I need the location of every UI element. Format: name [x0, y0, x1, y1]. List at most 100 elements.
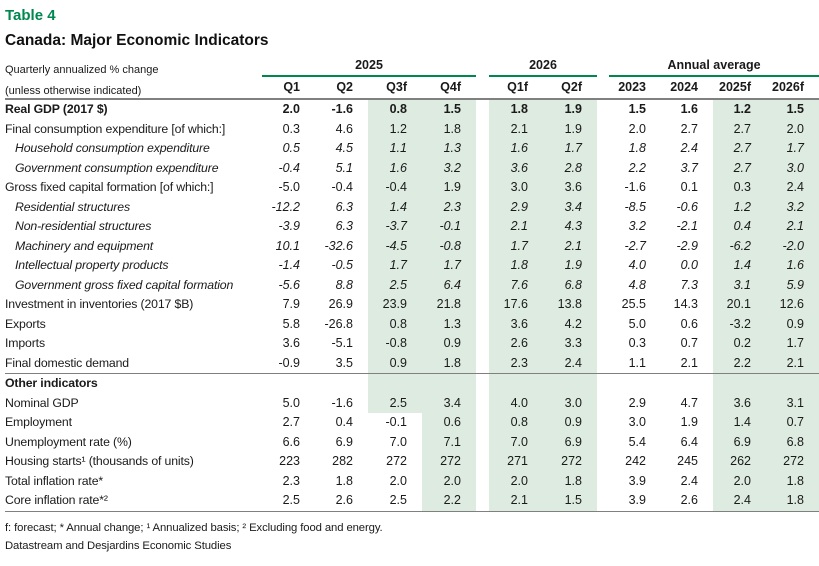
cell-value: 3.4: [543, 197, 597, 217]
column-gutter: [597, 120, 609, 140]
cell-value: 2.3: [282, 473, 300, 488]
column-gutter: [597, 374, 609, 394]
column-gutter: [597, 217, 609, 237]
cell-value: 1.3: [422, 314, 476, 334]
cell-value: 3.0: [766, 158, 819, 178]
column-gutter: [597, 491, 609, 511]
cell-value: -0.1: [422, 217, 476, 237]
cell-value: 1.6: [766, 256, 819, 276]
cell-value: 1.7: [543, 139, 597, 159]
cell-value: 0.6: [680, 316, 698, 331]
cell-value: 223: [279, 454, 300, 468]
cell-value: 1.7: [766, 334, 819, 354]
group-header-2025: 2025: [262, 57, 476, 77]
column-gutter: [597, 334, 609, 354]
cell-value: 1.9: [422, 178, 476, 198]
cell-value: 4.2: [543, 314, 597, 334]
cell-value: 1.8: [422, 353, 476, 373]
table-row: Housing starts¹ (thousands of units) 223 2…: [5, 452, 819, 472]
row-label: Non-residential structures: [15, 219, 152, 233]
cell-value: 3.2: [422, 158, 476, 178]
cell-value: 2.6: [335, 493, 353, 507]
cell-value: 0.3: [628, 336, 646, 350]
column-gutter: [476, 100, 489, 120]
cell-value: -3.9: [278, 219, 300, 233]
cell-value: 3.6: [282, 336, 300, 350]
cell-value: 0.9: [422, 334, 476, 354]
cell-value: 6.8: [543, 275, 597, 295]
cell-value: 3.6: [713, 393, 766, 413]
cell-value: 4.0: [489, 393, 543, 413]
cell-value: -1.6: [331, 102, 353, 116]
column-gutter: [476, 413, 489, 433]
cell-value: 1.6: [680, 102, 698, 116]
cell-value: 6.9: [713, 432, 766, 452]
row-label: Machinery and equipment: [15, 238, 154, 253]
cell-value: 21.8: [422, 295, 476, 315]
cell-value: -0.8: [422, 236, 476, 256]
cell-value: 3.9: [628, 493, 646, 507]
row-label: Employment: [5, 415, 72, 429]
column-gutter: [476, 295, 489, 315]
table-header: Quarterly annualized % change 2025 2026 …: [5, 57, 819, 100]
cell-value: 4.3: [543, 217, 597, 237]
group-header-annual-average: Annual average: [609, 57, 819, 77]
cell-value: 4.5: [335, 141, 353, 155]
section-header-row: Other indicators: [5, 373, 819, 394]
cell-value: 3.3: [543, 334, 597, 354]
column-gutter: [597, 413, 609, 433]
cell-value: 1.9: [543, 256, 597, 276]
cell-value: 1.8: [489, 256, 543, 276]
cell-value: 2.9: [489, 197, 543, 217]
cell-value: 1.2: [368, 119, 422, 139]
table-row: Investment in inventories (2017 $B) 7.9 26…: [5, 295, 819, 315]
cell-value: 13.8: [543, 295, 597, 315]
cell-value: 1.8: [766, 491, 819, 511]
cell-value: 0.2: [713, 334, 766, 354]
cell-value: -2.7: [624, 238, 646, 253]
cell-value: 1.5: [543, 491, 597, 511]
cell-value: 262: [713, 452, 766, 472]
cell-value: 2.1: [489, 119, 543, 139]
cell-value: -1.6: [331, 395, 353, 410]
table-row: Final domestic demand -0.9 3.5 0.9 1.8 2.3 2.4…: [5, 353, 819, 373]
col-header-2024: 2024: [670, 80, 698, 94]
table-number: Table 4: [5, 7, 56, 24]
row-label: Real GDP (2017 $): [5, 102, 108, 116]
cell-value: 1.5: [422, 100, 476, 120]
table-row: Residential structures -12.2 6.3 1.4 2.3 2.9 3…: [5, 197, 819, 217]
cell-value: 2.4: [680, 141, 698, 155]
row-label: Final consumption expenditure [of which:…: [5, 121, 226, 136]
cell-value: 4.7: [680, 395, 698, 410]
cell-value: 7.6: [489, 275, 543, 295]
cell-value: 2.3: [489, 353, 543, 373]
table-row: Intellectual property products -1.4 -0.5 1.…: [5, 256, 819, 276]
cell-value: 2.6: [680, 493, 698, 507]
row-label: Core inflation rate*²: [5, 493, 108, 507]
table-row: Final consumption expenditure [of which:…: [5, 119, 819, 140]
column-gutter: [476, 178, 489, 198]
column-gutter: [476, 217, 489, 237]
cell-value: 2.5: [389, 493, 407, 507]
cell-value: 7.9: [282, 297, 300, 311]
cell-value: 1.3: [422, 139, 476, 159]
cell-value: 1.7: [489, 236, 543, 256]
cell-value: 5.0: [282, 395, 300, 410]
cell-value: -26.8: [324, 316, 354, 331]
table-row: Exports 5.8 -26.8 0.8 1.3 3.6 4.2 5.0 0.6 -3.2 0.9: [5, 314, 819, 334]
cell-value: -2.0: [766, 236, 819, 256]
cell-value: 2.4: [713, 491, 766, 511]
column-gutter: [476, 334, 489, 354]
cell-value: 3.6: [489, 158, 543, 178]
table-row: Nominal GDP 5.0 -1.6 2.5 3.4 4.0 3.0 2.9 4.7 3.6 3…: [5, 393, 819, 413]
cell-value: 0.5: [282, 141, 300, 155]
cell-value: [661, 374, 713, 394]
cell-value: 0.6: [422, 413, 476, 433]
cell-value: 6.9: [335, 434, 353, 449]
cell-value: 1.1: [628, 355, 646, 370]
cell-value: 1.7: [766, 139, 819, 159]
cell-value: 14.3: [673, 297, 698, 311]
cell-value: 1.6: [489, 139, 543, 159]
column-gutter: [476, 491, 489, 511]
cell-value: 0.7: [680, 336, 698, 350]
